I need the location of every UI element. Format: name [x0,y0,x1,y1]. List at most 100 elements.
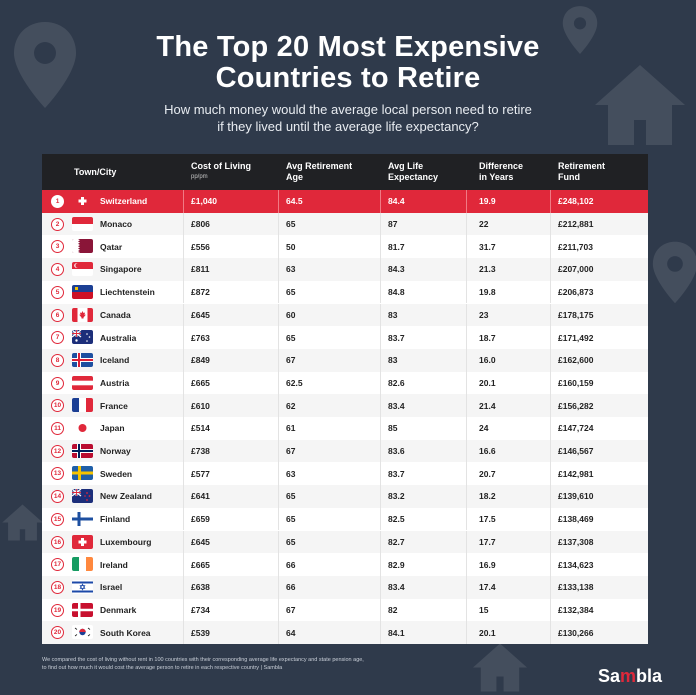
rank-badge: 8 [51,353,64,367]
cell-cost: £665 [191,559,210,570]
column-divider [183,258,184,281]
cell-diff: 19.8 [479,287,496,298]
column-divider [278,553,279,576]
column-divider [380,507,381,531]
column-divider [278,417,279,440]
cell-life: 85 [388,423,398,434]
rank-badge: 3 [51,240,64,254]
column-divider [278,303,279,327]
column-divider [466,212,467,236]
cell-cost: £872 [191,287,210,298]
column-cost: Cost of Living pp/pm [191,161,251,180]
flag-dk-icon [72,602,93,617]
cell-life: 83.4 [388,400,405,411]
cell-age: 67 [286,604,296,615]
column-divider [550,417,551,440]
cell-diff: 16.9 [479,559,496,570]
column-life-expectancy: Avg Life Expectancy [388,161,439,182]
cell-cost: £811 [191,264,210,275]
flag-qa-icon [72,239,93,254]
flag-ie-icon [72,557,93,572]
cell-fund: £162,600 [558,355,594,366]
cell-life: 82.5 [388,514,405,525]
cell-cost: £806 [191,219,210,230]
column-town: Town/City [74,166,117,177]
cell-life: 84.3 [388,264,405,275]
cell-age: 67 [286,446,296,457]
column-divider [466,326,467,349]
sambla-logo: Sambla [598,666,663,686]
column-divider [380,394,381,417]
cell-cost: £514 [191,423,210,434]
column-divider [380,303,381,327]
column-divider [466,348,467,372]
cell-age: 62.5 [286,377,303,388]
cell-fund: £133,138 [558,582,594,593]
cell-country: Monaco [100,219,133,230]
column-divider [550,485,551,508]
column-divider [380,280,381,304]
cell-country: Finland [100,514,131,525]
rank-badge: 13 [51,467,64,481]
cell-cost: £556 [191,241,210,252]
rank-badge: 16 [51,535,64,549]
cell-life: 83.4 [388,582,405,593]
column-divider [466,553,467,576]
rank-badge: 15 [51,512,64,526]
column-divider [466,598,467,622]
cell-age: 65 [286,536,296,547]
table-row: 16 Luxembourg £645 65 82.7 17.7 £137,308 [42,530,648,554]
cell-diff: 21.3 [479,264,496,275]
column-divider [278,462,279,486]
cell-life: 83 [388,309,398,320]
cell-diff: 20.7 [479,468,496,479]
cell-country: Denmark [100,604,137,615]
cell-fund: £138,469 [558,514,594,525]
retirement-table: Town/City Cost of Living pp/pm Avg Retire… [42,154,648,644]
column-retirement-age: Avg Retirement Age [286,161,353,182]
cell-fund: £248,102 [558,196,594,207]
cell-age: 65 [286,219,296,230]
cell-fund: £147,724 [558,423,594,434]
column-divider [466,280,467,304]
cell-age: 66 [286,582,296,593]
column-divider [380,598,381,622]
column-divider [550,258,551,281]
column-divider [278,280,279,304]
column-divider [466,439,467,463]
cell-life: 84.4 [388,196,405,207]
column-divider [466,417,467,440]
rank-badge: 7 [51,331,64,345]
column-divider [466,485,467,508]
table-row: 17 Ireland £665 66 82.9 16.9 £134,623 [42,553,648,576]
rank-badge: 2 [51,217,64,231]
cell-age: 60 [286,309,296,320]
location-pin-icon [652,241,696,304]
cell-life: 87 [388,219,398,230]
cell-age: 63 [286,264,296,275]
cell-fund: £156,282 [558,400,594,411]
column-divider [466,575,467,599]
rank-badge: 6 [51,308,64,322]
column-divider [380,348,381,372]
column-divider [550,348,551,372]
column-divider [550,394,551,417]
cell-country: Switzerland [100,196,148,207]
column-divider [380,575,381,599]
cell-country: South Korea [100,627,151,638]
cell-fund: £139,610 [558,491,594,502]
cell-cost: £577 [191,468,210,479]
cell-cost: £738 [191,446,210,457]
cell-cost: £763 [191,332,210,343]
rank-badge: 10 [51,399,64,413]
column-divider [380,553,381,576]
column-divider [183,326,184,349]
column-divider [183,485,184,508]
cell-diff: 23 [479,309,489,320]
cell-cost: £539 [191,627,210,638]
cell-diff: 17.4 [479,582,496,593]
column-divider [466,303,467,327]
rank-badge: 5 [51,285,64,299]
column-divider [466,507,467,531]
table-row: 2 Monaco £806 65 87 22 £212,881 [42,212,648,236]
